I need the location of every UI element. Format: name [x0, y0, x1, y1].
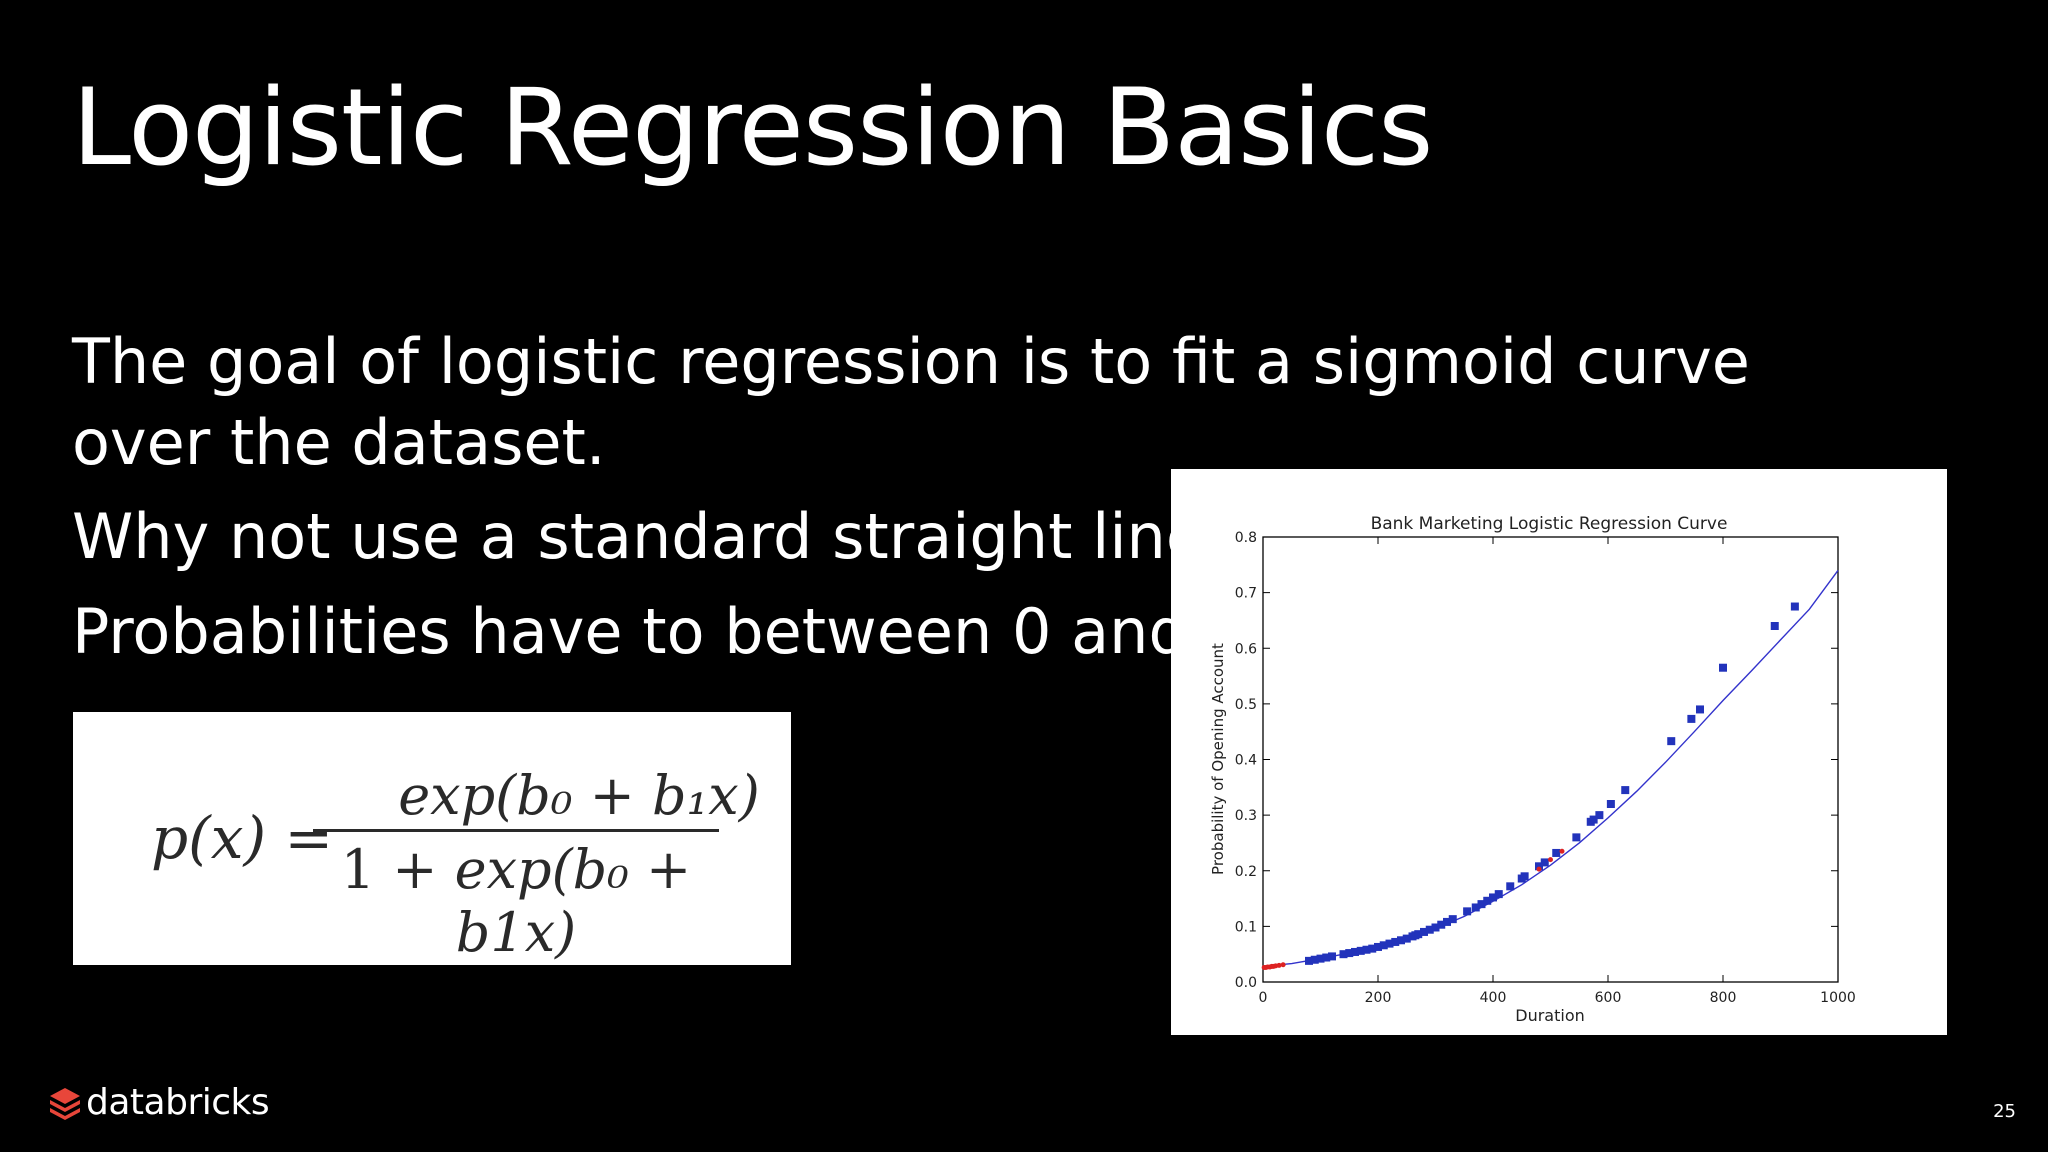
databricks-logo: databricks	[48, 1082, 270, 1123]
data-point	[1322, 953, 1331, 962]
y-axis: 0.0 0.1 0.2 0.3 0.4 0.5 0.6 0.7 0.8	[1235, 530, 1838, 991]
x-tick-label: 600	[1595, 990, 1622, 1006]
y-tick-label: 0.5	[1235, 697, 1257, 713]
data-point	[1351, 947, 1359, 956]
data-point	[1310, 955, 1319, 964]
bullet-2: Why not use a standard straight line?	[72, 500, 1237, 574]
x-tick-label: 200	[1365, 990, 1392, 1006]
data-point	[1589, 815, 1598, 824]
data-point	[1328, 952, 1336, 961]
data-point	[1356, 946, 1365, 955]
data-point	[1540, 858, 1549, 867]
data-point	[1572, 833, 1581, 842]
y-tick-label: 0.2	[1235, 864, 1257, 880]
data-point	[1477, 900, 1486, 909]
data-point	[1520, 872, 1529, 881]
data-point	[1606, 800, 1615, 808]
data-point	[1790, 602, 1799, 611]
formula-numerator: exp(b₀ + b₁x)	[398, 764, 760, 827]
formula-lhs: p(x) =	[151, 804, 334, 872]
logistic-regression-chart: Bank Marketing Logistic Regression Curve…	[1209, 514, 1856, 1025]
data-point	[1536, 866, 1542, 872]
sigmoid-fit-curve	[1262, 569, 1839, 968]
data-point	[1621, 786, 1630, 795]
x-tick-label: 1000	[1820, 990, 1856, 1006]
y-axis-label: Probability of Opening Account	[1209, 643, 1227, 875]
y-tick-label: 0.1	[1235, 919, 1257, 935]
y-tick-label: 0.4	[1235, 753, 1257, 769]
formula-fraction-bar	[313, 829, 719, 832]
x-tick-label: 400	[1480, 990, 1507, 1006]
formula-denominator: 1 + exp(b₀ + b1x)	[309, 838, 723, 964]
y-tick-label: 0.7	[1235, 586, 1257, 602]
data-point	[1548, 857, 1553, 863]
data-point	[1696, 705, 1704, 714]
data-point	[1425, 925, 1434, 934]
x-tick-label: 0	[1259, 990, 1268, 1006]
data-point	[1506, 882, 1515, 891]
data-point	[1448, 915, 1457, 924]
data-point	[1276, 962, 1282, 968]
x-axis-label: Duration	[1515, 1006, 1585, 1025]
data-point	[1489, 893, 1497, 902]
data-point	[1339, 950, 1348, 959]
data-point	[1431, 923, 1440, 932]
data-point	[1559, 848, 1565, 854]
data-point	[1483, 896, 1492, 905]
data-point	[1305, 956, 1313, 965]
data-point	[1379, 941, 1388, 950]
data-points	[1261, 602, 1799, 971]
bullet-3: Probabilities have to between 0 and 1	[72, 594, 1247, 668]
data-point	[1437, 920, 1446, 929]
data-point	[1595, 811, 1604, 820]
chart-title: Bank Marketing Logistic Regression Curve	[1371, 514, 1728, 534]
data-point	[1443, 917, 1451, 926]
data-point	[1719, 663, 1727, 672]
data-point	[1397, 936, 1405, 945]
page-number: 25	[1993, 1101, 2016, 1122]
y-tick-label: 0.0	[1235, 975, 1257, 991]
data-point	[1667, 737, 1676, 746]
data-point	[1316, 954, 1325, 963]
data-point	[1494, 890, 1503, 899]
x-tick-label: 800	[1710, 990, 1737, 1006]
formula-denominator-rest: exp(b₀ + b1x)	[454, 838, 692, 964]
data-point	[1414, 930, 1423, 939]
plot-area	[1262, 536, 1839, 983]
data-point	[1463, 907, 1472, 916]
logo-text: databricks	[86, 1082, 270, 1123]
logistic-formula: p(x) = exp(b₀ + b₁x) 1 + exp(b₀ + b1x)	[73, 712, 791, 965]
data-point	[1687, 714, 1696, 723]
y-tick-label: 0.6	[1235, 641, 1257, 657]
data-point	[1552, 848, 1561, 857]
data-point	[1345, 949, 1354, 958]
databricks-logo-icon	[50, 1087, 80, 1120]
x-axis: 0 200 400 600 800 1000	[1259, 537, 1856, 1006]
slide-title: Logistic Regression Basics	[72, 66, 1433, 189]
data-point	[1535, 862, 1543, 871]
data-point	[1420, 927, 1428, 936]
data-point	[1374, 942, 1382, 951]
y-tick-label: 0.8	[1235, 530, 1257, 546]
data-point	[1770, 622, 1779, 630]
formula-denominator-lead: 1 +	[340, 838, 455, 901]
y-tick-label: 0.3	[1235, 808, 1257, 824]
data-point	[1280, 962, 1286, 968]
bullet-list: The goal of logistic regression is to fi…	[72, 322, 1772, 686]
chart-panel: Bank Marketing Logistic Regression Curve…	[1171, 469, 1947, 1035]
data-point	[1368, 944, 1377, 953]
bullet-1: The goal of logistic regression is to fi…	[72, 325, 1750, 479]
data-point	[1471, 903, 1480, 912]
data-point	[1362, 945, 1371, 954]
data-point	[1402, 934, 1411, 943]
data-point	[1391, 937, 1400, 946]
data-point	[1385, 939, 1394, 948]
